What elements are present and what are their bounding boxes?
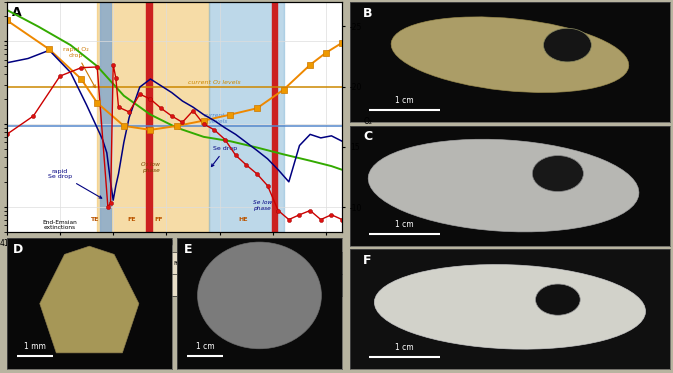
- Text: C: C: [363, 130, 372, 143]
- Text: End-Emsian
extinctions: End-Emsian extinctions: [42, 220, 77, 231]
- Ellipse shape: [536, 284, 580, 315]
- Ellipse shape: [368, 139, 639, 232]
- Text: 1 mm: 1 mm: [24, 342, 46, 351]
- Text: D: D: [13, 243, 24, 256]
- Text: current O₂ levels: current O₂ levels: [188, 79, 241, 85]
- Ellipse shape: [391, 17, 629, 93]
- Text: rapid O₂
drop: rapid O₂ drop: [63, 47, 96, 88]
- Text: 1 cm: 1 cm: [395, 220, 414, 229]
- Ellipse shape: [374, 264, 645, 349]
- Bar: [146, 2, 151, 232]
- Text: TE: TE: [90, 217, 99, 222]
- Ellipse shape: [198, 242, 322, 349]
- Text: F: F: [363, 254, 371, 267]
- Text: E: E: [184, 243, 192, 256]
- Text: O₂ low
phase: O₂ low phase: [141, 162, 160, 173]
- Bar: [209, 2, 283, 232]
- Bar: [100, 2, 110, 232]
- Bar: [272, 2, 277, 232]
- Text: HE: HE: [239, 217, 248, 222]
- Text: B: B: [363, 7, 373, 20]
- Ellipse shape: [532, 156, 583, 192]
- Y-axis label: O₂: O₂: [363, 117, 372, 126]
- Bar: [97, 2, 209, 232]
- Ellipse shape: [544, 28, 592, 62]
- Text: Se low
phase: Se low phase: [252, 200, 272, 211]
- Text: 1 cm: 1 cm: [395, 96, 414, 105]
- Text: FF: FF: [154, 217, 163, 222]
- Text: current
Se levels: current Se levels: [201, 113, 227, 124]
- Text: A: A: [11, 6, 22, 19]
- Text: 1 cm: 1 cm: [395, 344, 414, 352]
- Text: 1 cm: 1 cm: [196, 342, 214, 351]
- Polygon shape: [40, 246, 139, 353]
- Text: rapid
Se drop: rapid Se drop: [48, 169, 102, 198]
- Text: FE: FE: [128, 217, 136, 222]
- Text: Se drop: Se drop: [211, 147, 237, 167]
